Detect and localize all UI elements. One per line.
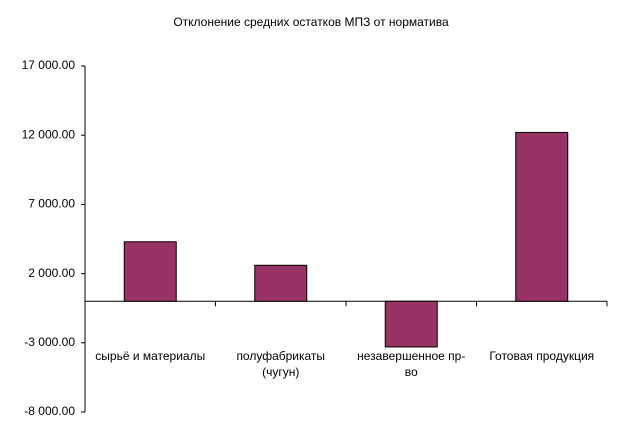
bar — [254, 264, 308, 302]
chart-title: Отклонение средних остатков МПЗ от норма… — [173, 15, 449, 29]
y-tick-label: -8 000.00 — [24, 404, 75, 418]
bar — [384, 300, 438, 348]
y-tick-label: 7 000.00 — [28, 197, 75, 211]
y-tick-label: 17 000.00 — [22, 58, 76, 72]
y-tick-label: -3 000.00 — [24, 335, 75, 349]
bar — [123, 241, 177, 302]
x-tick-label: сырьё и материалы — [95, 349, 206, 363]
x-tick-label: незавершенное пр-во — [357, 349, 466, 379]
bar — [515, 131, 569, 302]
x-tick-label: Готовая продукция — [489, 349, 595, 363]
y-tick-label: 2 000.00 — [28, 266, 75, 280]
y-tick-label: 12 000.00 — [22, 127, 76, 141]
x-tick-label: полуфабрикаты (чугун) — [236, 349, 326, 379]
